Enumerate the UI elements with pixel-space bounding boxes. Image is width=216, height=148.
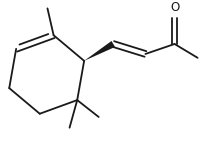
Polygon shape	[84, 41, 115, 61]
Text: O: O	[170, 1, 179, 15]
